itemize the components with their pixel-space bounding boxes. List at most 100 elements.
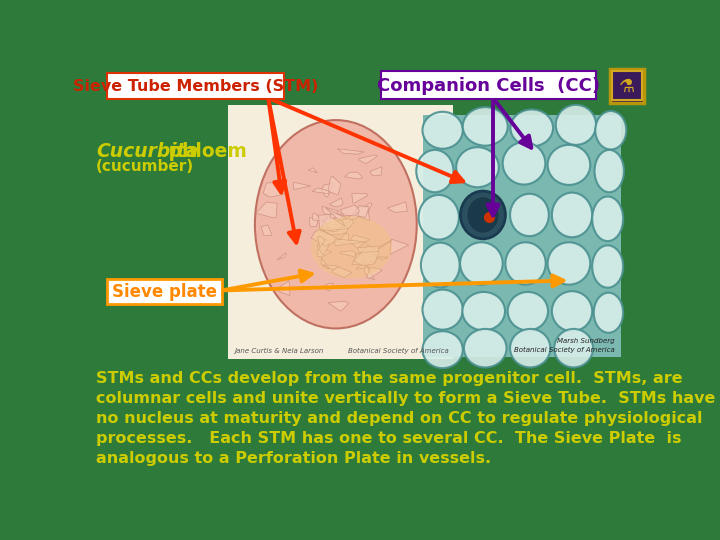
Text: phloem: phloem (162, 142, 247, 161)
Polygon shape (278, 281, 290, 296)
Polygon shape (321, 258, 329, 269)
Polygon shape (322, 206, 338, 215)
Polygon shape (330, 213, 346, 219)
Ellipse shape (593, 197, 624, 241)
Polygon shape (352, 206, 369, 221)
Polygon shape (328, 301, 349, 311)
Polygon shape (337, 148, 364, 154)
Polygon shape (372, 255, 378, 262)
Polygon shape (256, 202, 277, 218)
Ellipse shape (456, 147, 499, 187)
Polygon shape (357, 246, 379, 252)
Ellipse shape (554, 329, 593, 367)
Polygon shape (370, 167, 382, 176)
Ellipse shape (463, 107, 508, 146)
Polygon shape (323, 215, 343, 235)
Polygon shape (366, 268, 382, 279)
Polygon shape (264, 183, 284, 197)
Ellipse shape (464, 329, 507, 367)
Polygon shape (318, 237, 325, 248)
Ellipse shape (418, 195, 459, 240)
Polygon shape (356, 265, 369, 269)
Text: Sieve Tube Members (STM): Sieve Tube Members (STM) (73, 79, 318, 94)
Ellipse shape (595, 150, 624, 192)
Text: no nucleus at maturity and depend on CC to regulate physiological: no nucleus at maturity and depend on CC … (96, 411, 703, 426)
Ellipse shape (311, 216, 392, 279)
Text: ⚗: ⚗ (619, 77, 635, 96)
Polygon shape (347, 212, 359, 220)
Ellipse shape (467, 197, 499, 233)
Polygon shape (364, 264, 374, 280)
Polygon shape (387, 202, 408, 212)
FancyBboxPatch shape (107, 279, 222, 303)
Text: columnar cells and unite vertically to form a Sieve Tube.  STMs have: columnar cells and unite vertically to f… (96, 392, 716, 406)
Polygon shape (320, 217, 334, 232)
Polygon shape (312, 213, 325, 222)
Ellipse shape (503, 142, 545, 185)
Text: Sieve plate: Sieve plate (112, 283, 217, 301)
Text: STMs and CCs develop from the same progenitor cell.  STMs, are: STMs and CCs develop from the same proge… (96, 372, 683, 386)
Polygon shape (328, 176, 341, 195)
Polygon shape (311, 230, 340, 246)
Polygon shape (333, 218, 345, 227)
Ellipse shape (548, 145, 590, 185)
Polygon shape (322, 227, 348, 234)
Polygon shape (308, 168, 317, 172)
Bar (228, 105, 453, 359)
Text: (cucumber): (cucumber) (96, 159, 194, 174)
Polygon shape (277, 253, 286, 260)
Ellipse shape (416, 150, 454, 192)
Ellipse shape (462, 292, 505, 330)
Ellipse shape (423, 112, 463, 149)
FancyBboxPatch shape (612, 71, 642, 100)
Ellipse shape (510, 194, 549, 236)
Polygon shape (323, 215, 351, 225)
Text: Jane Curtis & Nela Larson: Jane Curtis & Nela Larson (234, 348, 323, 354)
Text: Botanical Society of America: Botanical Society of America (348, 348, 449, 354)
Polygon shape (312, 188, 329, 194)
Bar (423, 115, 621, 357)
Polygon shape (354, 245, 379, 266)
Polygon shape (323, 265, 338, 269)
Ellipse shape (594, 293, 624, 333)
Text: analogous to a Perforation Plate in vessels.: analogous to a Perforation Plate in vess… (96, 451, 491, 467)
Ellipse shape (461, 191, 505, 239)
Polygon shape (326, 217, 343, 232)
Ellipse shape (462, 191, 505, 236)
Ellipse shape (556, 105, 596, 145)
Ellipse shape (593, 245, 624, 288)
Ellipse shape (508, 292, 548, 330)
Polygon shape (334, 239, 366, 246)
Ellipse shape (595, 111, 626, 150)
Ellipse shape (548, 242, 590, 285)
Polygon shape (261, 225, 272, 235)
FancyBboxPatch shape (610, 69, 644, 103)
Polygon shape (330, 198, 343, 207)
Polygon shape (310, 218, 318, 227)
Polygon shape (324, 284, 333, 291)
Polygon shape (359, 202, 372, 213)
Ellipse shape (552, 291, 592, 331)
Polygon shape (321, 183, 333, 197)
Polygon shape (328, 217, 351, 225)
Polygon shape (354, 206, 369, 218)
Polygon shape (390, 239, 409, 254)
Ellipse shape (421, 242, 459, 287)
Ellipse shape (460, 242, 503, 285)
Polygon shape (352, 254, 365, 265)
Text: Companion Cells  (CC): Companion Cells (CC) (377, 77, 600, 94)
Polygon shape (377, 241, 391, 248)
Ellipse shape (510, 329, 550, 367)
Polygon shape (318, 214, 354, 231)
Ellipse shape (423, 331, 463, 368)
Polygon shape (339, 251, 356, 256)
Text: processes.   Each STM has one to several CC.  The Sieve Plate  is: processes. Each STM has one to several C… (96, 431, 682, 447)
Ellipse shape (505, 242, 546, 285)
Polygon shape (360, 254, 377, 262)
Polygon shape (317, 239, 330, 255)
Ellipse shape (255, 120, 417, 328)
Polygon shape (345, 172, 363, 179)
Text: Cucurbita: Cucurbita (96, 142, 199, 161)
Polygon shape (352, 193, 368, 203)
Polygon shape (338, 233, 348, 244)
